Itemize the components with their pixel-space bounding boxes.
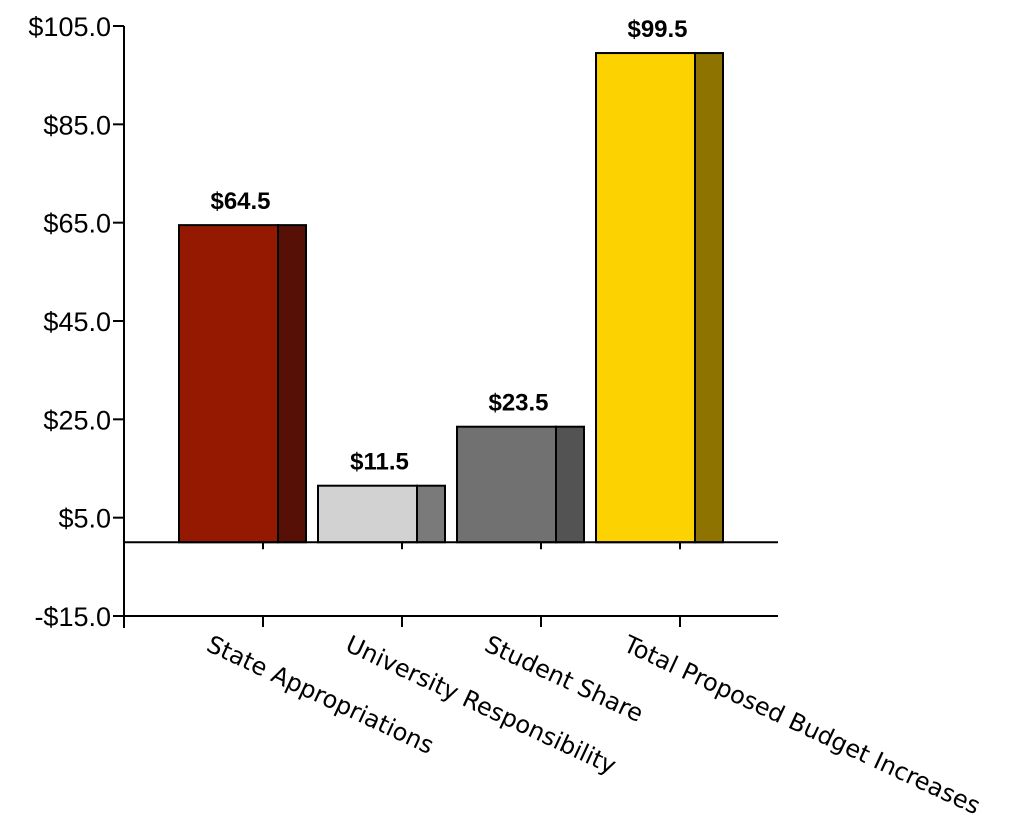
y-tick-label: $65.0 bbox=[43, 209, 111, 239]
y-tick-label: $45.0 bbox=[43, 307, 111, 337]
bar-front bbox=[457, 427, 556, 543]
bar-value-label: $11.5 bbox=[350, 449, 409, 476]
y-tick-label: $85.0 bbox=[43, 110, 111, 140]
bar-front bbox=[596, 53, 695, 542]
bar-value-label: $23.5 bbox=[488, 390, 548, 417]
x-category-label: Total Proposed Budget Increases bbox=[619, 630, 985, 821]
bar-front bbox=[318, 486, 417, 543]
bar-side bbox=[278, 225, 306, 542]
bar-side bbox=[556, 427, 584, 543]
bars bbox=[179, 53, 723, 542]
bar-side bbox=[417, 486, 445, 543]
x-category-label: State Appropriations bbox=[202, 630, 438, 760]
bar-value-label: $99.5 bbox=[627, 16, 687, 43]
bar-side bbox=[695, 53, 723, 542]
bar-front bbox=[179, 225, 278, 542]
x-axis bbox=[124, 542, 778, 627]
y-tick-label: -$15.0 bbox=[34, 602, 111, 632]
y-tick-label: $105.0 bbox=[28, 12, 111, 42]
bar-value-label: $64.5 bbox=[210, 188, 270, 215]
y-axis: -$15.0 $5.0 $25.0 $45.0 $65.0 $85.0 $105.0 bbox=[28, 12, 124, 632]
y-tick-label: $5.0 bbox=[58, 504, 111, 534]
y-tick-label: $25.0 bbox=[43, 405, 111, 435]
